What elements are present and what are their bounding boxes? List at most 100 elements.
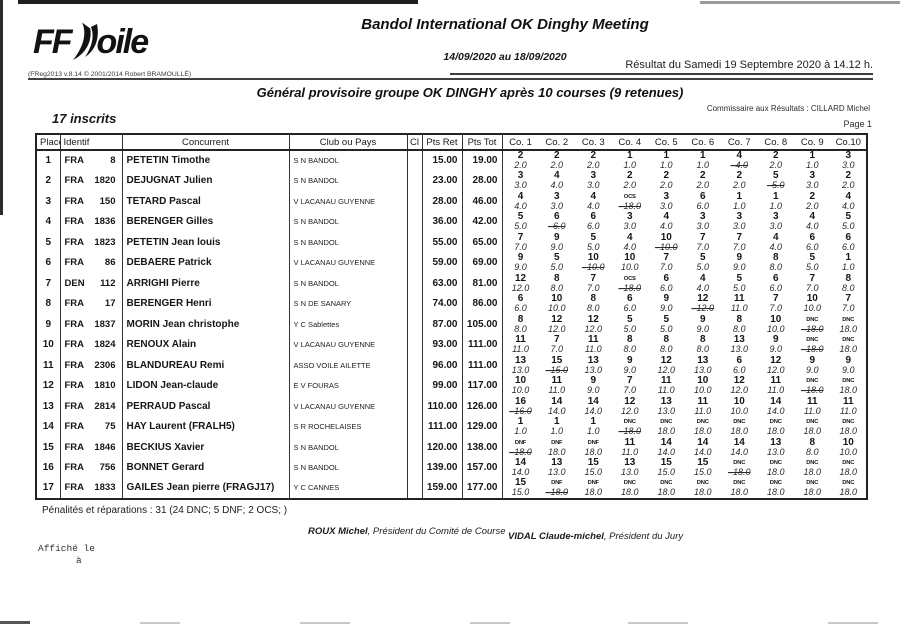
race-points: 18.0 <box>657 487 676 497</box>
race-points: 13.0 <box>657 405 676 416</box>
race-points: 3.0 <box>514 180 527 190</box>
race-place: 2 <box>626 170 633 181</box>
race-points: 8.0 <box>769 262 782 272</box>
race-place: 7 <box>517 232 524 243</box>
race-result-cell: 14 14.0 <box>648 437 685 458</box>
race-place: 2 <box>736 170 743 181</box>
race-result-cell: 2 2.0 <box>721 171 758 192</box>
race-place: DNC <box>806 337 819 343</box>
sail-number: 1820 <box>94 175 116 187</box>
race-points: 18.0 <box>803 487 822 497</box>
race-result-cell: 7 7.0 <box>502 232 539 253</box>
race-result-cell: 2 2.0 <box>794 191 831 212</box>
race-points: 6.0 <box>586 221 600 231</box>
identif-cell: FRA 1824 <box>60 334 123 355</box>
race-result-cell: 13 13.0 <box>575 355 612 376</box>
race-place: 3 <box>626 211 633 222</box>
race-result-cell: 7 7.0 <box>575 273 612 294</box>
nationality: FRA <box>64 236 85 248</box>
race-result-cell: 11 11.0 <box>575 335 612 356</box>
race-points: 14.0 <box>693 446 712 457</box>
sail-number: 1824 <box>94 339 116 351</box>
race-points: 18.0 <box>794 344 831 355</box>
race-place: 7 <box>845 293 852 304</box>
identif-cell: FRA 17 <box>60 293 123 314</box>
race-place: 10 <box>551 293 563 304</box>
race-points: 10.0 <box>547 303 566 313</box>
race-points: 5.0 <box>550 262 563 272</box>
race-points: 13.0 <box>547 467 566 477</box>
race-result-cell: 9 9.0 <box>648 294 685 315</box>
race-points: 2.0 <box>623 180 636 190</box>
race-place: 11 <box>842 396 854 407</box>
pts-tot-cell: 126.00 <box>462 396 503 417</box>
race-place: 10 <box>697 375 709 386</box>
race-place: 12 <box>551 314 563 325</box>
race-points: 18.0 <box>584 487 603 497</box>
race-place: 4 <box>517 191 524 202</box>
nationality: FRA <box>64 155 85 167</box>
race-points: 7.0 <box>550 344 563 354</box>
race-result-cell: 55.0 <box>758 171 795 192</box>
sail-number: 150 <box>99 195 116 207</box>
race-place: 1 <box>517 416 524 427</box>
signer-role: , Président du Jury <box>603 531 684 542</box>
race-place: 10 <box>514 375 527 386</box>
race-place: 13 <box>770 437 782 448</box>
race-points: 15.0 <box>693 467 712 477</box>
race-place: 8 <box>772 252 779 263</box>
race-place: 13 <box>514 355 527 366</box>
cl-cell <box>407 396 423 417</box>
race-place: 12 <box>697 293 709 304</box>
race-points: 15.0 <box>511 487 530 497</box>
race-place: 8 <box>517 314 524 325</box>
race-place: 1 <box>663 150 670 161</box>
sail-number: 86 <box>104 257 116 269</box>
sail-number: 1810 <box>94 380 116 392</box>
race-points: 6.0 <box>769 282 782 293</box>
nationality: DEN <box>64 277 85 289</box>
race-place: 8 <box>845 273 852 284</box>
sail-number: 1846 <box>94 441 116 453</box>
club-cell: S N BANDOL <box>289 211 408 232</box>
competitor-cell: RENOUX Alain <box>122 334 290 355</box>
race-place: DNC <box>733 480 746 486</box>
column-header-pts-ret: Pts Ret <box>422 134 463 151</box>
race-points: 3.0 <box>659 200 673 211</box>
scan-edge-artifact <box>0 621 30 624</box>
race-points: 14.0 <box>730 446 749 457</box>
identif-cell: FRA 1833 <box>60 478 123 499</box>
race-points: 10.0 <box>648 242 685 253</box>
race-place: DNC <box>806 480 819 486</box>
race-points: 18.0 <box>794 385 831 396</box>
place-cell: 14 <box>36 416 61 437</box>
race-points: 8.0 <box>550 282 563 293</box>
race-result-cell: 2 2.0 <box>502 150 539 171</box>
race-result-cell: 3 3.0 <box>575 171 612 192</box>
race-points: 4.0 <box>623 241 636 252</box>
pts-ret-cell: 63.00 <box>422 273 463 294</box>
competitor-cell: ARRIGHI Pierre <box>122 273 290 294</box>
column-header-race: Co. 7 <box>721 134 758 151</box>
column-header-race: Co. 5 <box>648 134 685 151</box>
sail-number: 2814 <box>94 400 116 412</box>
race-place: 2 <box>809 191 816 202</box>
race-place: 12 <box>587 314 599 325</box>
pts-tot-cell: 157.00 <box>462 457 503 478</box>
sail-number: 2306 <box>94 359 116 371</box>
sail-number: 1837 <box>94 318 116 330</box>
column-header-race: Co. 3 <box>575 134 612 151</box>
